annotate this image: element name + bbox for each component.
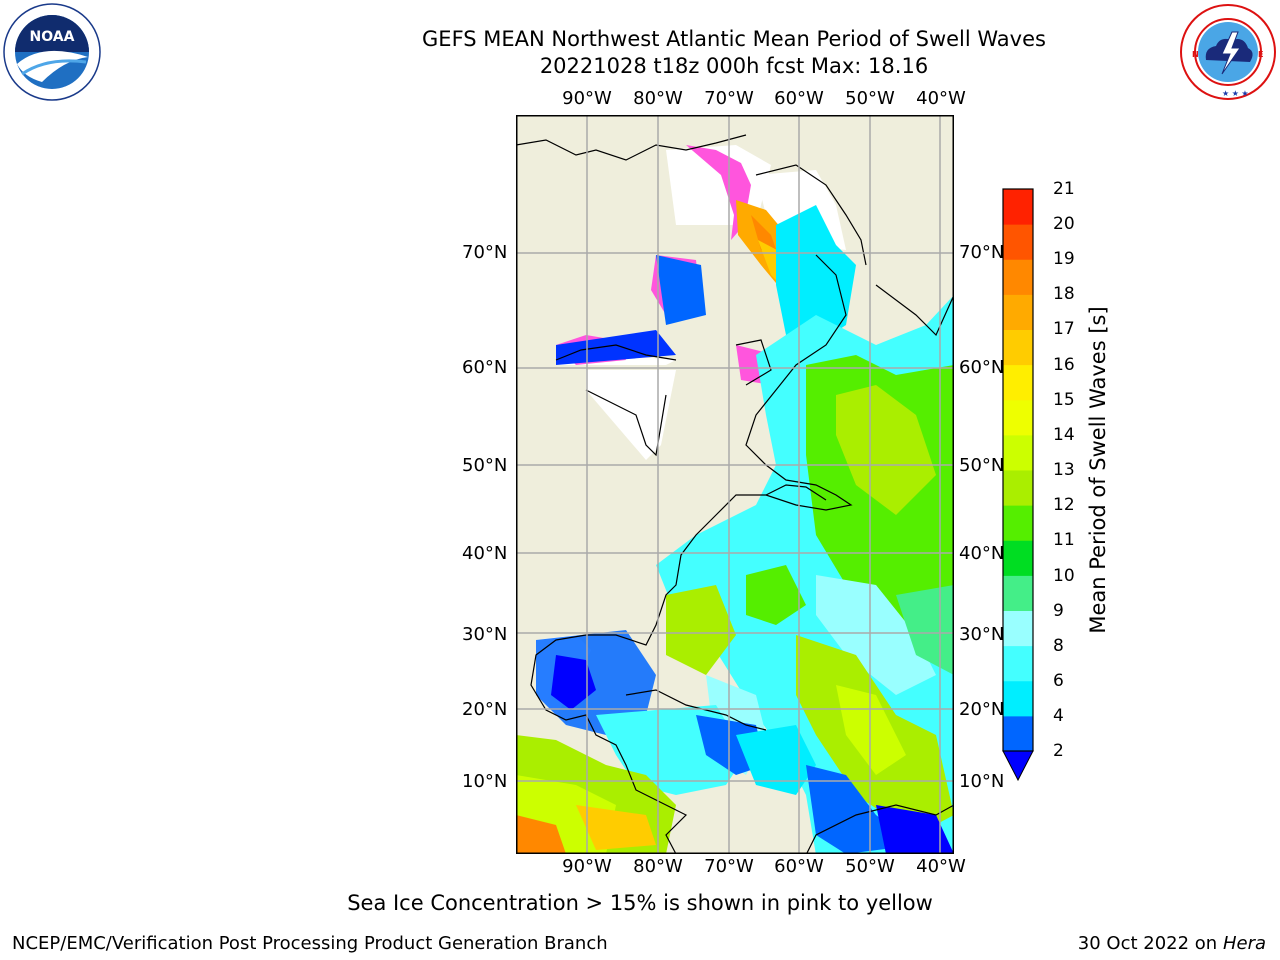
colorbar-tick-label: 11	[1053, 530, 1075, 550]
lon-label-bottom: 70°W	[704, 856, 754, 877]
lat-label-left: 20°N	[462, 699, 508, 720]
colorbar-segment	[1003, 224, 1033, 260]
colorbar-tick-label: 21	[1053, 179, 1075, 199]
colorbar-segment	[1003, 575, 1033, 611]
colorbar-segment	[1003, 294, 1033, 330]
colorbar-tick-label: 16	[1053, 355, 1075, 375]
lat-label-right: 10°N	[959, 771, 1005, 792]
colorbar-segment	[1003, 329, 1033, 366]
lat-label-left: 10°N	[462, 771, 508, 792]
coastlines	[516, 134, 954, 854]
lon-label-top: 90°W	[562, 88, 612, 109]
noaa-logo-text: NOAA	[30, 29, 75, 45]
lat-label-right: 70°N	[959, 242, 1005, 263]
colorbar-segment	[1003, 715, 1033, 752]
colorbar	[1002, 188, 1034, 782]
colorbar-tick-label: 18	[1053, 284, 1075, 304]
colorbar-tick-label: 6	[1053, 671, 1064, 691]
nws-logo-icon: N E ★ ★ ★	[1180, 4, 1276, 100]
lat-label-left: 60°N	[462, 357, 508, 378]
colorbar-tick-label: 19	[1053, 249, 1075, 269]
lon-label-top: 40°W	[916, 88, 966, 109]
colorbar-tick-label: 17	[1053, 319, 1075, 339]
colorbar-segment	[1003, 610, 1033, 647]
lat-label-right: 40°N	[959, 543, 1005, 564]
lon-label-bottom: 50°W	[845, 856, 895, 877]
map-frame	[516, 115, 954, 854]
colorbar-segment	[1003, 189, 1033, 225]
lat-label-left: 50°N	[462, 455, 508, 476]
sea-ice-region	[686, 145, 751, 240]
colorbar-tick-label: 10	[1053, 566, 1075, 586]
lon-label-top: 70°W	[704, 88, 754, 109]
svg-text:N: N	[1192, 50, 1199, 59]
colorbar-tick-label: 9	[1053, 601, 1064, 621]
footer-credit: NCEP/EMC/Verification Post Processing Pr…	[12, 933, 608, 954]
colorbar-segment	[1003, 434, 1033, 471]
colorbar-tick-label: 15	[1053, 390, 1075, 410]
colorbar-tick-label: 14	[1053, 425, 1075, 445]
footer-host: Hera	[1222, 933, 1266, 954]
lon-label-bottom: 80°W	[633, 856, 683, 877]
lon-label-top: 80°W	[633, 88, 683, 109]
sea-ice-caption: Sea Ice Concentration > 15% is shown in …	[347, 891, 933, 915]
lon-label-bottom: 60°W	[774, 856, 824, 877]
colorbar-tick-label: 13	[1053, 460, 1075, 480]
colorbar-segment	[1003, 470, 1033, 506]
footer-date: 30 Oct 2022 on Hera	[1078, 933, 1266, 954]
colorbar-frame	[1002, 188, 1034, 752]
colorbar-segment	[1003, 505, 1033, 541]
lon-label-bottom: 90°W	[562, 856, 612, 877]
colorbar-segment	[1003, 540, 1033, 576]
lat-label-left: 30°N	[462, 624, 508, 645]
noaa-logo-icon: NOAA	[3, 3, 101, 101]
lon-label-top: 50°W	[845, 88, 895, 109]
colorbar-segment	[1003, 399, 1033, 436]
colorbar-title: Mean Period of Swell Waves [s]	[1086, 306, 1110, 634]
colorbar-tick-label: 20	[1053, 214, 1075, 234]
colorbar-tick-label: 8	[1053, 636, 1064, 656]
lat-label-right: 20°N	[959, 699, 1005, 720]
lon-label-top: 60°W	[774, 88, 824, 109]
lon-label-bottom: 40°W	[916, 856, 966, 877]
svg-text:★ ★ ★: ★ ★ ★	[1222, 89, 1249, 98]
colorbar-tick-label: 2	[1053, 741, 1064, 761]
colorbar-segment	[1003, 259, 1033, 295]
svg-text:E: E	[1258, 50, 1263, 59]
colorbar-under-arrow	[1002, 750, 1034, 782]
colorbar-segment	[1003, 364, 1033, 401]
lat-label-right: 60°N	[959, 357, 1005, 378]
colorbar-segment	[1003, 645, 1033, 682]
lat-label-right: 50°N	[959, 455, 1005, 476]
gridlines	[516, 115, 954, 854]
map-title: GEFS MEAN Northwest Atlantic Mean Period…	[422, 27, 1046, 51]
lat-label-left: 40°N	[462, 543, 508, 564]
hudson-bay-white	[586, 370, 676, 460]
map-subtitle: 20221028 t18z 000h fcst Max: 18.16	[539, 54, 929, 78]
colorbar-tick-label: 12	[1053, 495, 1075, 515]
lat-label-right: 30°N	[959, 624, 1005, 645]
footer-date-text: 30 Oct 2022 on	[1077, 933, 1223, 954]
swell-period-map	[516, 115, 954, 854]
lat-label-left: 70°N	[462, 242, 508, 263]
colorbar-segment	[1003, 680, 1033, 717]
colorbar-tick-label: 4	[1053, 706, 1064, 726]
